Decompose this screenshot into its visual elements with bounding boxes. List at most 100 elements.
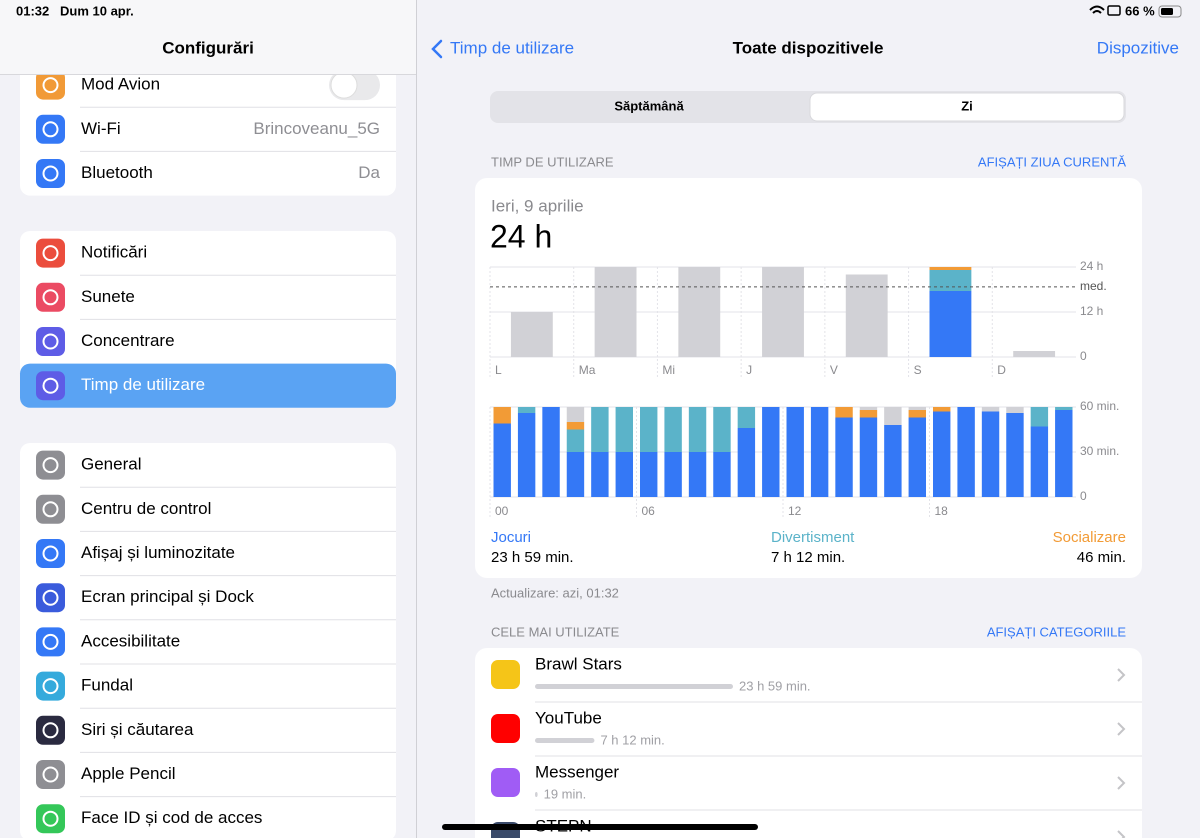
icon-glyph <box>42 633 59 650</box>
hour-bar-segment <box>615 452 633 497</box>
icon-glyph <box>42 77 59 94</box>
section-header: TIMP DE UTILIZARE <box>491 154 614 169</box>
settings-label: Centru de control <box>81 499 211 518</box>
app-name: Brawl Stars <box>535 654 622 673</box>
wifi-icon <box>1089 5 1105 14</box>
hour-bar-segment <box>688 407 707 452</box>
usage-total: 24 h <box>490 218 552 254</box>
legend-name: Socializare <box>1053 529 1126 546</box>
settings-icon <box>36 114 65 144</box>
x-tick-label: V <box>830 363 838 377</box>
settings-label: Afișaj și luminozitate <box>81 543 235 562</box>
apps-card <box>475 648 1142 838</box>
row-chevron <box>1117 776 1126 790</box>
hour-bar-segment <box>933 407 951 412</box>
hour-bar-segment <box>517 407 536 413</box>
settings-icon <box>36 539 65 568</box>
hour-bar-segment <box>517 413 536 497</box>
day-bar <box>845 274 888 357</box>
segment-label[interactable]: Zi <box>961 98 973 113</box>
settings-label: Notificări <box>81 243 147 262</box>
settings-row[interactable] <box>20 620 396 664</box>
icon-glyph <box>42 810 59 827</box>
back-chevron[interactable] <box>431 39 443 59</box>
section-link[interactable]: AFIȘAȚI CATEGORIILE <box>987 624 1127 639</box>
nav-action[interactable]: Dispozitive <box>1097 38 1179 57</box>
hour-bar-segment <box>493 407 511 424</box>
settings-row[interactable] <box>20 752 396 796</box>
hour-bar-segment <box>859 410 878 418</box>
hour-bar-segment <box>1006 407 1024 413</box>
y-tick-label: 0 <box>1080 489 1087 503</box>
legend-total: 7 h 12 min. <box>771 549 845 566</box>
hour-bar-segment <box>957 407 975 497</box>
app-name: Messenger <box>535 762 619 781</box>
x-tick-label: 12 <box>788 504 802 518</box>
settings-icon <box>36 627 65 657</box>
icon-glyph <box>42 457 59 474</box>
nav-back[interactable]: Timp de utilizare <box>450 38 574 57</box>
hour-bar-segment <box>884 407 902 425</box>
settings-row[interactable] <box>20 319 396 363</box>
hour-bar-segment <box>737 428 756 497</box>
settings-row[interactable] <box>20 231 396 275</box>
section-link[interactable]: AFIȘAȚI ZIUA CURENTĂ <box>978 154 1126 169</box>
x-tick-label: S <box>914 363 922 377</box>
settings-row[interactable] <box>20 664 396 708</box>
section-header: CELE MAI UTILIZATE <box>491 624 620 639</box>
settings-label: Timp de utilizare <box>81 375 205 394</box>
day-bar <box>678 267 721 357</box>
segment-label[interactable]: Săptămână <box>614 98 684 113</box>
hour-bar-segment <box>859 417 878 497</box>
home-indicator <box>442 824 758 830</box>
hour-bar-segment <box>664 407 682 452</box>
hour-bar-segment <box>591 452 609 497</box>
settings-row[interactable] <box>20 275 396 319</box>
segment-selected[interactable] <box>809 92 1125 122</box>
app-usage-label: 7 h 12 min. <box>600 732 664 747</box>
settings-icon <box>36 583 65 613</box>
selected-row[interactable] <box>20 363 396 408</box>
usage-date: Ieri, 9 aprilie <box>491 196 584 215</box>
hour-bar-segment <box>835 407 853 418</box>
legend-name: Divertisment <box>771 529 855 546</box>
icon-glyph <box>42 501 59 518</box>
settings-icon <box>36 327 65 356</box>
hour-bar-segment <box>981 411 1000 497</box>
icon-glyph <box>42 245 59 262</box>
day-bar <box>510 312 553 357</box>
day-bar-segment <box>929 270 972 291</box>
hour-bar-segment <box>542 407 560 497</box>
legend-total: 23 h 59 min. <box>491 549 574 566</box>
icon-glyph <box>42 766 59 783</box>
settings-row[interactable] <box>20 443 396 487</box>
settings-label: Bluetooth <box>81 163 153 182</box>
hour-bar-segment <box>493 423 511 497</box>
hour-bar-segment <box>908 410 926 418</box>
settings-group <box>20 63 396 196</box>
hour-bar-segment <box>810 407 829 497</box>
hour-bar-segment <box>713 407 731 452</box>
x-tick-label: 06 <box>642 504 656 518</box>
hour-bar-segment <box>591 407 609 452</box>
settings-row[interactable] <box>20 151 396 195</box>
app-icon <box>491 768 520 797</box>
nav-title: Toate dispozitivele <box>733 38 884 57</box>
settings-label: General <box>81 455 141 474</box>
sidebar-header <box>0 0 416 74</box>
average-label: med. <box>1080 279 1107 293</box>
settings-icon <box>36 70 65 100</box>
row-chevron <box>1117 830 1126 838</box>
icon-glyph <box>42 377 59 394</box>
hour-bar-segment <box>640 407 658 452</box>
status-date: Dum 10 apr. <box>60 3 134 18</box>
toggle-knob <box>330 71 358 99</box>
settings-value: Brincoveanu_5G <box>253 119 380 138</box>
x-tick-label: Ma <box>579 363 596 377</box>
hour-bar-segment <box>737 407 756 428</box>
legend-total: 46 min. <box>1077 549 1126 566</box>
usage-card <box>475 178 1142 578</box>
hour-bar-segment <box>688 452 707 497</box>
settings-row[interactable] <box>20 708 396 752</box>
hour-bar-segment <box>908 417 926 497</box>
